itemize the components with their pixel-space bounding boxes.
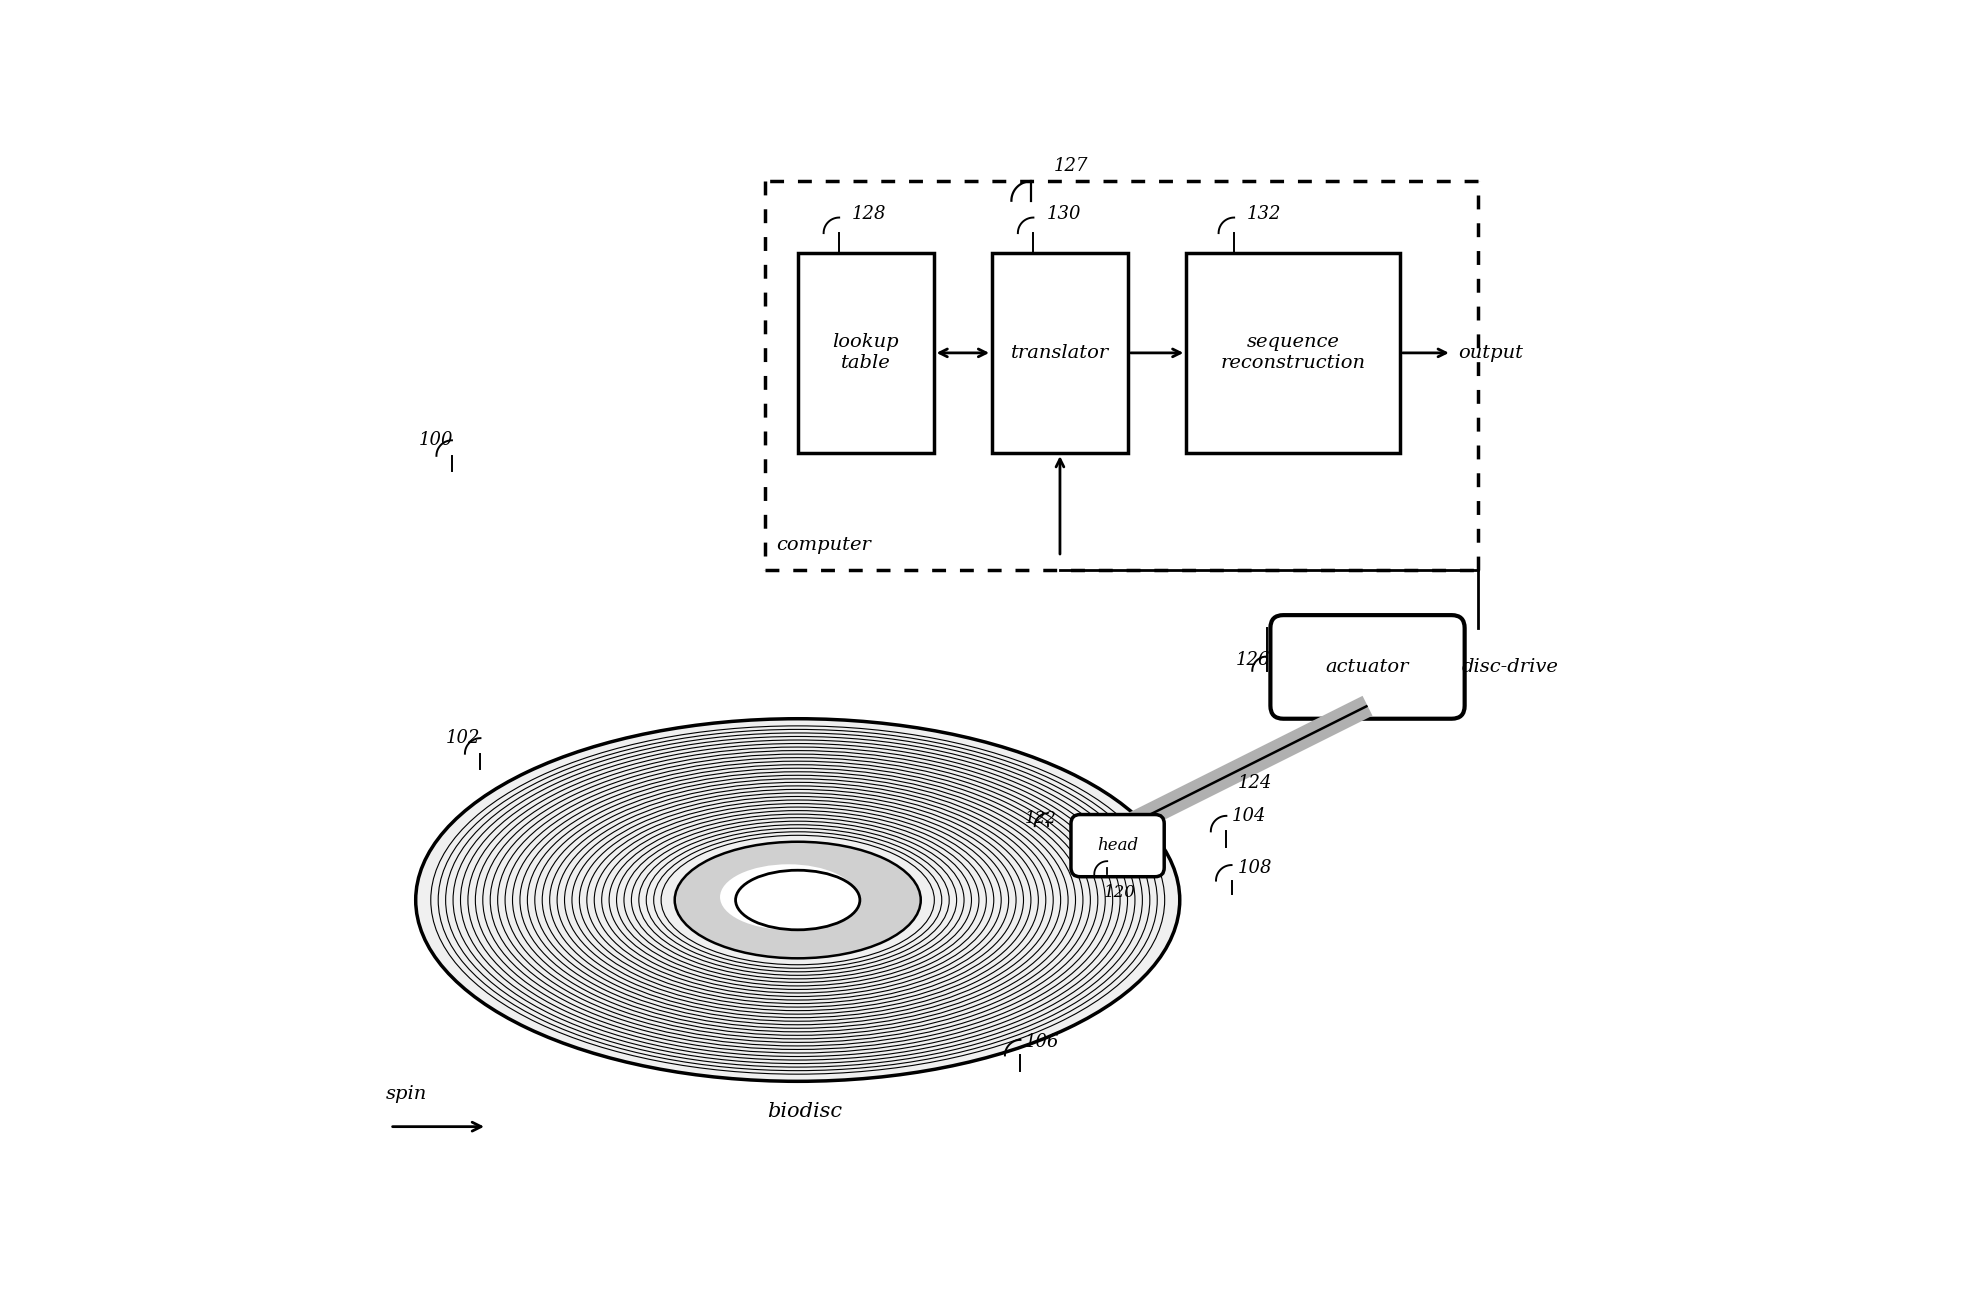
- Text: head: head: [1098, 837, 1137, 855]
- Text: 127: 127: [1054, 157, 1088, 175]
- Bar: [991, 253, 1127, 453]
- Text: lookup
table: lookup table: [832, 334, 899, 372]
- Ellipse shape: [674, 842, 920, 958]
- Ellipse shape: [719, 864, 857, 930]
- Text: spin: spin: [386, 1085, 428, 1103]
- Text: 108: 108: [1238, 859, 1273, 877]
- Ellipse shape: [735, 870, 859, 930]
- Text: biodisc: biodisc: [767, 1102, 842, 1120]
- Text: actuator: actuator: [1326, 658, 1409, 676]
- FancyBboxPatch shape: [1070, 815, 1165, 877]
- Bar: [1187, 253, 1399, 453]
- Text: 120: 120: [1104, 884, 1135, 901]
- Text: output: output: [1459, 344, 1524, 361]
- Text: 122: 122: [1025, 809, 1056, 828]
- Text: 124: 124: [1238, 774, 1273, 793]
- Text: 126: 126: [1236, 651, 1269, 670]
- Text: 130: 130: [1047, 205, 1080, 223]
- Text: translator: translator: [1011, 344, 1110, 361]
- Text: 104: 104: [1232, 807, 1265, 825]
- Text: 106: 106: [1025, 1033, 1058, 1052]
- Text: computer: computer: [777, 536, 871, 554]
- Text: disc-drive: disc-drive: [1462, 658, 1559, 676]
- Text: 132: 132: [1248, 205, 1281, 223]
- Ellipse shape: [416, 719, 1181, 1081]
- Text: sequence
reconstruction: sequence reconstruction: [1220, 334, 1366, 372]
- Text: 100: 100: [418, 431, 453, 449]
- FancyBboxPatch shape: [1271, 615, 1464, 719]
- Text: 102: 102: [445, 729, 481, 747]
- Text: 128: 128: [851, 205, 887, 223]
- Bar: [798, 253, 934, 453]
